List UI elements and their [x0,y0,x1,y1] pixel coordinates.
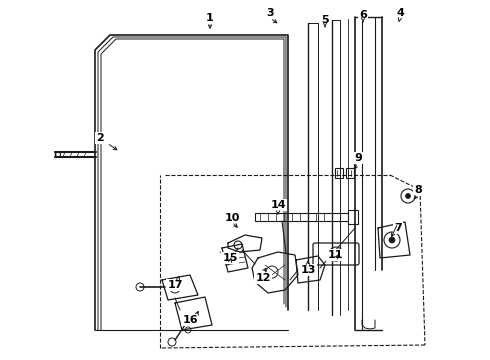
Circle shape [185,327,191,333]
Text: 2: 2 [96,133,104,143]
Circle shape [136,283,144,291]
Text: 14: 14 [270,200,286,210]
Circle shape [303,265,313,275]
Text: 17: 17 [167,280,183,290]
Text: 9: 9 [354,153,362,163]
Text: 15: 15 [222,253,238,263]
Text: 3: 3 [266,8,274,18]
Circle shape [389,237,395,243]
Ellipse shape [55,152,60,157]
Circle shape [406,194,411,198]
Circle shape [234,241,242,249]
Bar [255,213,350,221]
Text: 8: 8 [414,185,422,195]
Text: 12: 12 [255,273,271,283]
Circle shape [401,189,415,203]
Circle shape [168,338,176,346]
Text: 6: 6 [359,10,367,20]
Circle shape [170,283,180,293]
Bar [346,168,354,178]
Text: 5: 5 [321,15,329,25]
Bar [335,168,343,178]
Text: 10: 10 [224,213,240,223]
Text: 1: 1 [206,13,214,23]
Text: 13: 13 [300,265,316,275]
Text: 16: 16 [182,315,198,325]
FancyBboxPatch shape [313,243,359,265]
Circle shape [266,266,278,278]
Bar [348,210,358,224]
Circle shape [384,232,400,248]
Text: 4: 4 [396,8,404,18]
Text: 7: 7 [394,223,402,233]
Circle shape [329,247,343,261]
Text: 11: 11 [327,250,343,260]
